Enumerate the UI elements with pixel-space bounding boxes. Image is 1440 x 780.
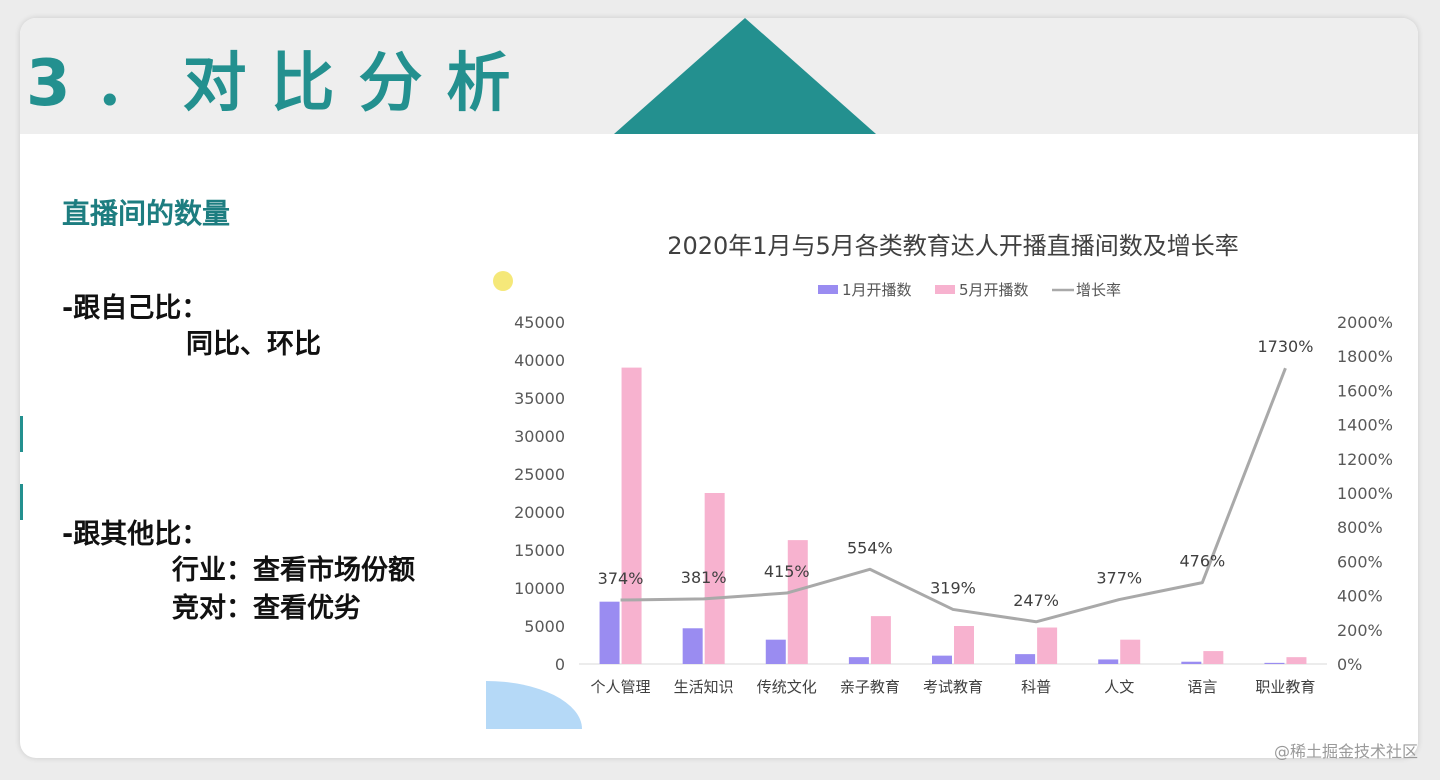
growth-rate-label-0: 374% xyxy=(598,569,644,588)
x-axis-tick-label: 语言 xyxy=(1187,678,1217,696)
point2-title: -跟其他比： xyxy=(62,519,209,550)
legend-swatch-1 xyxy=(935,285,955,294)
bar-may-0 xyxy=(621,367,642,664)
left-axis-tick-label: 45000 xyxy=(514,313,565,332)
edge-mark xyxy=(20,416,23,452)
right-axis-tick-label: 400% xyxy=(1337,587,1383,606)
growth-rate-label-8: 1730% xyxy=(1257,337,1313,356)
x-axis-tick-label: 亲子教育 xyxy=(840,678,900,696)
right-axis-tick-label: 1400% xyxy=(1337,416,1393,435)
growth-rate-line xyxy=(620,367,1287,624)
growth-rate-label-5: 247% xyxy=(1013,591,1059,610)
bar-jan-6 xyxy=(1098,659,1119,664)
x-axis-tick-label: 生活知识 xyxy=(674,678,734,696)
bar-may-8 xyxy=(1286,657,1307,664)
bar-may-3 xyxy=(870,616,891,664)
legend-label-2: 增长率 xyxy=(1076,281,1121,299)
section-title: 直播间的数量 xyxy=(62,197,231,230)
x-axis-tick-label: 个人管理 xyxy=(591,678,651,696)
bar-jan-2 xyxy=(765,639,786,664)
bar-may-6 xyxy=(1120,639,1141,664)
left-axis-tick-label: 30000 xyxy=(514,427,565,446)
bar-jan-0 xyxy=(599,601,620,664)
growth-rate-label-1: 381% xyxy=(681,568,727,587)
bar-may-7 xyxy=(1203,651,1224,664)
right-axis-tick-label: 1200% xyxy=(1337,450,1393,469)
point1-title: -跟自己比： xyxy=(62,293,209,324)
yellow-dot-decoration xyxy=(493,271,513,291)
left-axis-tick-label: 15000 xyxy=(514,541,565,560)
right-axis-tick-label: 0% xyxy=(1337,655,1362,674)
bar-jan-1 xyxy=(682,628,703,664)
right-axis-tick-label: 200% xyxy=(1337,621,1383,640)
legend-label-1: 5月开播数 xyxy=(959,281,1029,299)
growth-rate-label-2: 415% xyxy=(764,562,810,581)
bar-jan-8 xyxy=(1264,662,1285,664)
left-axis-tick-label: 0 xyxy=(555,655,565,674)
right-axis-tick-label: 600% xyxy=(1337,552,1383,571)
right-axis-tick-label: 1600% xyxy=(1337,381,1393,400)
left-axis-tick-label: 10000 xyxy=(514,579,565,598)
x-axis-tick-label: 考试教育 xyxy=(923,678,983,696)
x-axis-tick-label: 人文 xyxy=(1104,678,1134,696)
chart: 2020年1月与5月各类教育达人开播直播间数及增长率 1月开播数 5月开播数 增长率 0… xyxy=(514,232,1393,696)
bar-may-5 xyxy=(1037,627,1058,664)
left-axis-tick-label: 25000 xyxy=(514,465,565,484)
x-axis-tick-label: 职业教育 xyxy=(1255,678,1315,696)
point1-sub: 同比、环比 xyxy=(186,329,321,360)
left-axis-tick-label: 40000 xyxy=(514,351,565,370)
legend-label-0: 1月开播数 xyxy=(842,281,912,299)
slide: 3．对比分析 直播间的数量 -跟自己比： 同比、环比 -跟其他比： 行业：查看市… xyxy=(20,18,1418,758)
bar-jan-5 xyxy=(1015,654,1036,664)
growth-rate-label-7: 476% xyxy=(1179,552,1225,571)
left-axis-tick-label: 5000 xyxy=(524,617,565,636)
point2-line1: 行业：查看市场份额 xyxy=(172,555,415,586)
x-axis-tick-label: 科普 xyxy=(1021,678,1051,696)
bar-jan-3 xyxy=(848,657,869,664)
chart-title: 2020年1月与5月各类教育达人开播直播间数及增长率 xyxy=(667,232,1239,260)
growth-rate-label-6: 377% xyxy=(1096,569,1142,588)
bar-may-2 xyxy=(787,540,808,664)
edge-mark xyxy=(20,484,23,520)
point2-line2: 竞对：查看优劣 xyxy=(172,593,361,624)
growth-rate-label-4: 319% xyxy=(930,578,976,597)
watermark: @稀土掘金技术社区 xyxy=(1273,742,1418,761)
legend-swatch-0 xyxy=(818,285,838,294)
growth-rate-label-3: 554% xyxy=(847,538,893,557)
right-axis-tick-label: 1000% xyxy=(1337,484,1393,503)
page-title: 3．对比分析 xyxy=(26,47,535,121)
right-axis-tick-label: 2000% xyxy=(1337,313,1393,332)
right-axis-tick-label: 1800% xyxy=(1337,347,1393,366)
left-axis-tick-label: 35000 xyxy=(514,389,565,408)
bar-jan-7 xyxy=(1181,661,1202,664)
bar-jan-4 xyxy=(932,655,952,664)
left-axis-tick-label: 20000 xyxy=(514,503,565,522)
right-axis-tick-label: 800% xyxy=(1337,518,1383,537)
x-axis-tick-label: 传统文化 xyxy=(757,678,817,696)
bar-may-4 xyxy=(954,626,974,664)
bar-may-1 xyxy=(704,493,725,664)
